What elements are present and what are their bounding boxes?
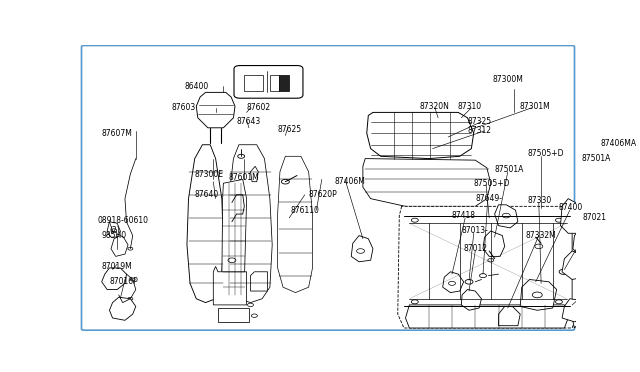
Circle shape <box>248 303 253 307</box>
Circle shape <box>502 213 510 218</box>
Polygon shape <box>495 205 518 228</box>
Text: 87330: 87330 <box>527 196 552 205</box>
Text: 87021: 87021 <box>582 214 606 222</box>
Polygon shape <box>443 272 463 293</box>
Polygon shape <box>111 235 128 256</box>
Text: (2): (2) <box>109 227 120 235</box>
Polygon shape <box>367 112 474 158</box>
Text: 87013-: 87013- <box>461 227 488 235</box>
Polygon shape <box>109 297 136 320</box>
Text: 87300E: 87300E <box>195 170 224 179</box>
Polygon shape <box>520 279 557 310</box>
Text: 985H0: 985H0 <box>102 231 127 240</box>
Circle shape <box>578 283 586 287</box>
Circle shape <box>231 224 236 227</box>
Polygon shape <box>461 289 481 310</box>
Circle shape <box>449 281 456 285</box>
Text: 87320N: 87320N <box>419 102 449 111</box>
Circle shape <box>252 314 257 317</box>
Circle shape <box>228 258 236 263</box>
Circle shape <box>412 218 419 222</box>
Text: 87505+D: 87505+D <box>527 150 564 158</box>
Polygon shape <box>187 145 223 302</box>
Polygon shape <box>406 305 568 328</box>
Circle shape <box>535 244 543 248</box>
Text: 86400: 86400 <box>184 83 209 92</box>
Circle shape <box>559 269 568 275</box>
Polygon shape <box>561 199 586 233</box>
Text: 87603: 87603 <box>172 103 196 112</box>
Circle shape <box>556 300 563 304</box>
Text: 87325: 87325 <box>467 117 492 126</box>
Polygon shape <box>218 308 249 322</box>
Text: 87601M: 87601M <box>229 173 260 182</box>
Polygon shape <box>222 179 246 299</box>
Circle shape <box>556 218 563 222</box>
Polygon shape <box>397 206 576 328</box>
Circle shape <box>578 233 586 238</box>
Text: 87312: 87312 <box>467 126 492 135</box>
Bar <box>244 75 263 92</box>
Polygon shape <box>196 92 235 128</box>
Polygon shape <box>227 145 272 302</box>
Text: 08918-60610: 08918-60610 <box>97 216 148 225</box>
Text: 87406M: 87406M <box>334 177 365 186</box>
Polygon shape <box>573 230 593 256</box>
Text: 87012: 87012 <box>463 244 488 253</box>
Circle shape <box>356 249 365 253</box>
Circle shape <box>231 240 236 243</box>
Circle shape <box>111 229 116 232</box>
Polygon shape <box>351 235 373 262</box>
Polygon shape <box>102 268 127 289</box>
Circle shape <box>227 238 239 244</box>
Text: 87019M: 87019M <box>102 262 132 271</box>
Circle shape <box>128 247 133 250</box>
Text: 87016P: 87016P <box>109 277 138 286</box>
Circle shape <box>231 255 236 258</box>
Polygon shape <box>278 156 312 293</box>
Text: 87332M: 87332M <box>525 231 556 240</box>
Text: 87501A: 87501A <box>581 154 611 163</box>
Text: 87620P: 87620P <box>308 190 337 199</box>
Text: 87501A: 87501A <box>495 165 524 174</box>
Text: 87625: 87625 <box>278 125 301 134</box>
Polygon shape <box>562 251 588 279</box>
Text: 87310: 87310 <box>458 102 481 111</box>
Circle shape <box>282 179 289 184</box>
Circle shape <box>532 292 542 298</box>
Text: 87300M: 87300M <box>492 75 523 84</box>
Circle shape <box>412 300 419 304</box>
Bar <box>271 75 280 92</box>
Polygon shape <box>562 299 588 322</box>
Text: 87301M: 87301M <box>520 102 550 111</box>
Polygon shape <box>572 202 584 328</box>
Polygon shape <box>250 272 268 291</box>
Text: 87607M: 87607M <box>102 129 132 138</box>
Circle shape <box>479 274 486 278</box>
FancyBboxPatch shape <box>81 45 575 330</box>
Polygon shape <box>363 158 491 206</box>
Circle shape <box>578 300 586 305</box>
Text: 87505+D: 87505+D <box>474 179 510 188</box>
Polygon shape <box>213 266 246 305</box>
Polygon shape <box>483 231 505 256</box>
Bar <box>280 75 289 92</box>
Circle shape <box>128 297 133 300</box>
Text: 87602: 87602 <box>246 103 271 112</box>
Polygon shape <box>250 166 259 182</box>
Text: 87649-: 87649- <box>476 194 502 203</box>
FancyBboxPatch shape <box>234 65 303 98</box>
Polygon shape <box>107 222 120 237</box>
Text: 87640: 87640 <box>195 190 219 199</box>
Circle shape <box>237 154 244 158</box>
Polygon shape <box>499 307 520 326</box>
Text: 87406MA: 87406MA <box>601 139 637 148</box>
Circle shape <box>465 279 473 284</box>
Text: 87400: 87400 <box>558 203 582 212</box>
Circle shape <box>130 278 135 281</box>
Text: 876110: 876110 <box>291 206 319 215</box>
Text: 87418: 87418 <box>452 211 476 220</box>
Text: 87643: 87643 <box>237 117 261 126</box>
Circle shape <box>488 259 493 262</box>
